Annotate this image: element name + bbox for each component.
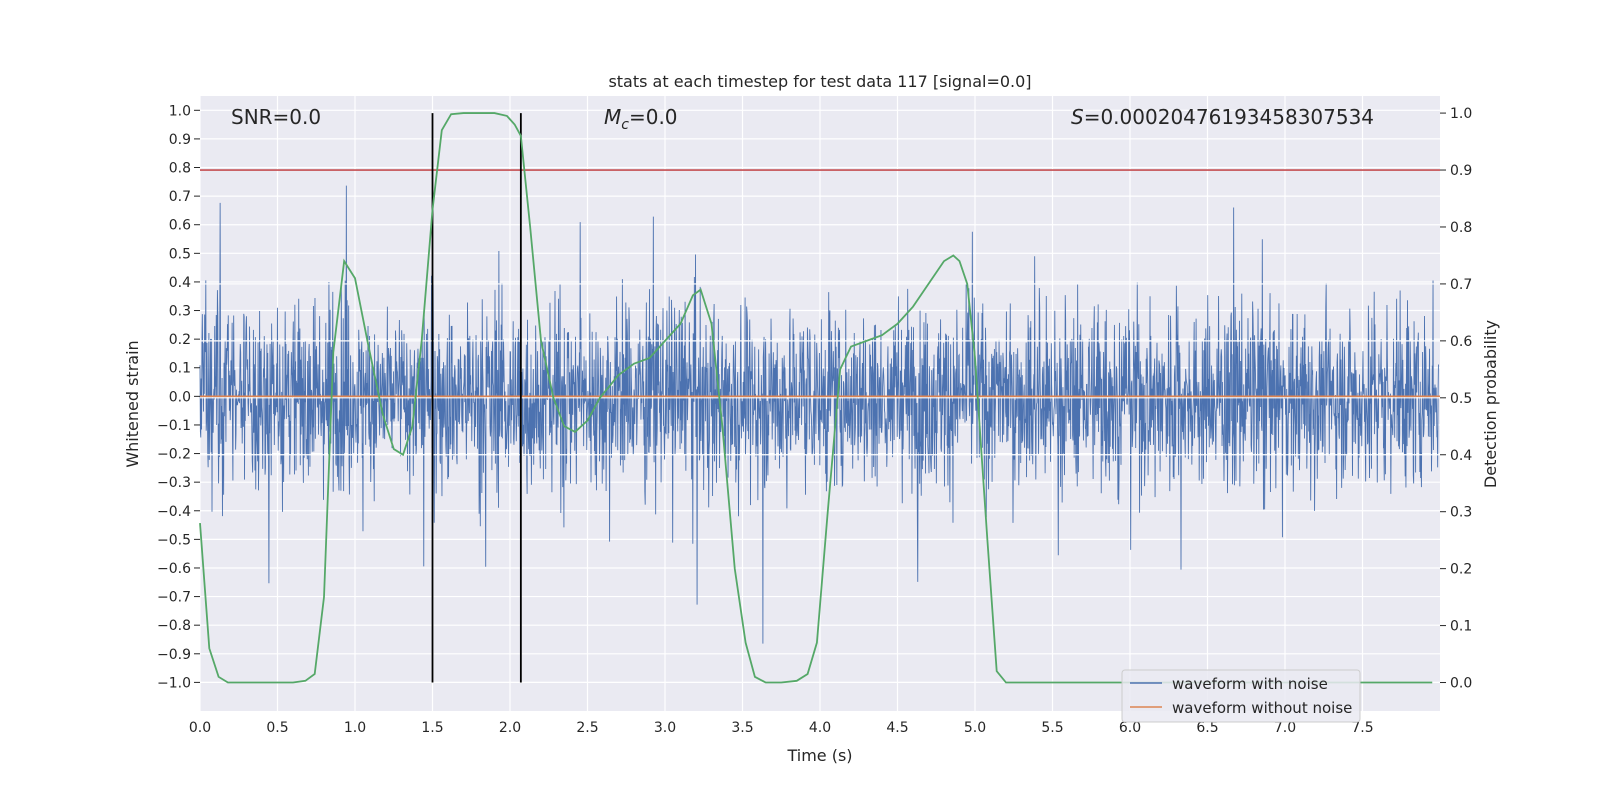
x-tick-label: 2.5 (576, 720, 598, 736)
s-annotation: S=0.00020476193458307534 (1071, 105, 1374, 129)
legend: waveform with noise waveform without noi… (1121, 669, 1361, 723)
x-tick-label: 1.0 (344, 720, 366, 736)
y-tick-label: 0.4 (169, 275, 191, 291)
legend-label-noise: waveform with noise (1172, 675, 1328, 693)
x-tick-label: 1.5 (421, 720, 443, 736)
s-value: =0.00020476193458307534 (1084, 105, 1374, 129)
y2-tick-label: 0.4 (1450, 448, 1472, 464)
y2-tick-label: 0.3 (1450, 505, 1472, 521)
x-tick-label: 7.0 (1274, 720, 1296, 736)
s-symbol: S (1071, 105, 1084, 129)
y2-tick-label: 0.2 (1450, 562, 1472, 578)
y2-tick-label: 0.1 (1450, 619, 1472, 635)
legend-box (1121, 669, 1361, 723)
y-tick-label: −0.6 (157, 561, 191, 577)
y-tick-label: 0.9 (169, 132, 191, 148)
y-tick-label: 1.0 (169, 103, 191, 119)
y2-axis-label: Detection probability (1481, 320, 1500, 488)
legend-label-clean: waveform without noise (1172, 699, 1352, 717)
y-tick-label: 0.1 (169, 361, 191, 377)
x-axis-label: Time (s) (786, 746, 852, 765)
y2-tick-label: 0.9 (1450, 163, 1472, 179)
y2-tick-label: 1.0 (1450, 106, 1472, 122)
snr-annotation: SNR=0.0 (231, 105, 321, 129)
y-tick-label: −0.3 (157, 475, 191, 491)
y-tick-label: −0.4 (157, 504, 191, 520)
y2-tick-label: 0.8 (1450, 220, 1472, 236)
y-tick-label: 0.2 (169, 332, 191, 348)
x-tick-label: 4.0 (809, 720, 831, 736)
x-tick-label: 0.0 (189, 720, 211, 736)
x-tick-label: 6.0 (1119, 720, 1141, 736)
mc-symbol: M (604, 105, 621, 129)
y-tick-label: −0.5 (157, 532, 191, 548)
x-tick-label: 4.5 (886, 720, 908, 736)
y2-tick-label: 0.7 (1450, 277, 1472, 293)
x-tick-label: 3.0 (654, 720, 676, 736)
chart-overlay (199, 112, 1440, 684)
y-tick-label: 0.3 (169, 304, 191, 320)
y-tick-label: −0.2 (157, 447, 191, 463)
waveform-with-noise-line (199, 185, 1439, 644)
y-tick-label: −0.9 (157, 647, 191, 663)
axis-ticks: 0.0 0.5 1.0 1.5 2.0 2.5 3.0 3.5 4.0 4.5 5.0 5.5 6.0 6… (157, 103, 1472, 736)
y-tick-label: 0.8 (169, 161, 191, 177)
y-tick-label: 0.7 (169, 189, 191, 205)
mc-subscript: c (621, 117, 629, 133)
chart-title: stats at each timestep for test data 117… (608, 72, 1031, 91)
y2-tick-label: 0.0 (1450, 676, 1472, 692)
mc-value: =0.0 (629, 105, 678, 129)
y-tick-label: −1.0 (157, 675, 191, 691)
y-tick-label: −0.8 (157, 618, 191, 634)
detection-probability-line (199, 112, 1433, 684)
mc-annotation: Mc=0.0 (604, 105, 678, 133)
x-tick-label: 6.5 (1196, 720, 1218, 736)
x-tick-label: 5.5 (1041, 720, 1063, 736)
y2-tick-label: 0.6 (1450, 334, 1472, 350)
y-tick-label: −0.7 (157, 590, 191, 606)
y-axis-label: Whitened strain (123, 340, 142, 467)
y2-tick-label: 0.5 (1450, 391, 1472, 407)
x-tick-label: 0.5 (266, 720, 288, 736)
waveform-with-noise-series (199, 185, 1439, 644)
y-tick-label: 0.5 (169, 246, 191, 262)
x-tick-label: 3.5 (731, 720, 753, 736)
y-tick-label: 0.0 (169, 389, 191, 405)
x-tick-label: 7.5 (1351, 720, 1373, 736)
y-tick-label: 0.6 (169, 218, 191, 234)
x-tick-label: 5.0 (964, 720, 986, 736)
y-tick-label: −0.1 (157, 418, 191, 434)
x-tick-label: 2.0 (499, 720, 521, 736)
